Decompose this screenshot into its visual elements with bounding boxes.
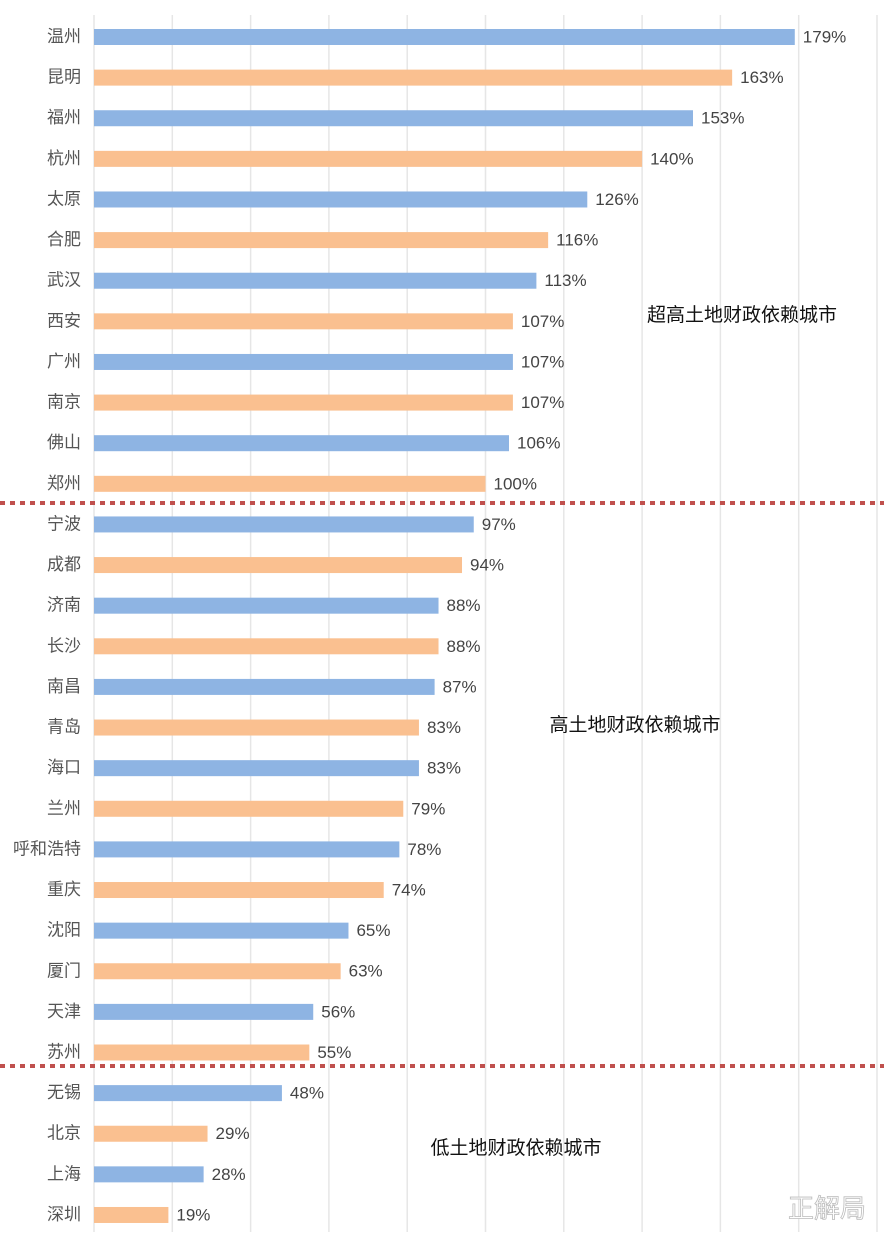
bar — [94, 191, 588, 208]
y-tick-label: 佛山 — [47, 433, 81, 453]
bar — [94, 597, 439, 614]
data-label: 19% — [176, 1205, 210, 1224]
data-label: 56% — [321, 1002, 355, 1021]
y-tick-label: 厦门 — [47, 961, 81, 981]
data-label: 107% — [521, 352, 564, 371]
data-label: 163% — [740, 68, 783, 87]
y-tick-label: 深圳 — [47, 1205, 81, 1225]
bars — [94, 29, 795, 1223]
data-label: 94% — [470, 556, 504, 575]
bar — [94, 1206, 169, 1223]
data-label: 83% — [427, 718, 461, 737]
bar — [94, 1044, 310, 1061]
annotation: 高土地财政依赖城市 — [549, 714, 720, 736]
bar — [94, 232, 549, 249]
data-label: 29% — [216, 1124, 250, 1143]
y-tick-label: 无锡 — [47, 1083, 81, 1103]
data-label: 107% — [521, 393, 564, 412]
data-label: 179% — [803, 27, 846, 46]
y-tick-label: 海口 — [47, 758, 81, 778]
bar — [94, 1003, 314, 1020]
y-tick-label: 兰州 — [47, 799, 81, 819]
y-tick-label: 重庆 — [47, 880, 81, 900]
bar — [94, 272, 537, 289]
y-tick-label: 福州 — [47, 108, 81, 128]
y-tick-label: 天津 — [47, 1002, 81, 1022]
data-label: 63% — [349, 962, 383, 981]
y-tick-label: 沈阳 — [47, 921, 81, 941]
data-label: 153% — [701, 109, 744, 128]
bar — [94, 963, 341, 980]
y-tick-label: 长沙 — [47, 636, 81, 656]
bar — [94, 110, 693, 127]
data-label: 48% — [290, 1084, 324, 1103]
y-tick-label: 郑州 — [47, 474, 81, 494]
data-label: 79% — [411, 799, 445, 818]
data-label: 107% — [521, 312, 564, 331]
y-tick-label: 西安 — [47, 311, 81, 331]
bar — [94, 516, 474, 533]
data-label: 87% — [443, 677, 477, 696]
bar — [94, 841, 400, 858]
bar — [94, 638, 439, 655]
y-tick-label: 成都 — [47, 555, 81, 575]
bar — [94, 353, 513, 370]
bar — [94, 313, 513, 330]
grid — [93, 15, 878, 1232]
bar — [94, 800, 404, 817]
annotation: 低土地财政依赖城市 — [430, 1137, 601, 1159]
bar — [94, 1166, 204, 1183]
watermark: 正解局 — [788, 1195, 866, 1225]
y-tick-label: 杭州 — [47, 149, 81, 169]
y-tick-label: 呼和浩特 — [13, 839, 81, 859]
bar — [94, 557, 463, 574]
y-tick-label: 合肥 — [47, 230, 81, 250]
data-label: 140% — [650, 149, 693, 168]
bar — [94, 394, 513, 411]
y-tick-label: 太原 — [47, 189, 81, 209]
bar — [94, 475, 486, 492]
y-tick-label: 北京 — [47, 1124, 81, 1144]
data-label: 100% — [494, 474, 537, 493]
y-tick-label: 济南 — [47, 596, 81, 616]
data-label: 88% — [447, 637, 481, 656]
bar — [94, 760, 419, 777]
y-tick-label: 温州 — [47, 27, 81, 47]
data-label: 78% — [407, 840, 441, 859]
bar — [94, 719, 419, 736]
y-tick-label: 宁波 — [47, 514, 81, 534]
data-label: 106% — [517, 434, 560, 453]
annotation: 超高土地财政依赖城市 — [647, 304, 837, 326]
y-tick-label: 广州 — [47, 352, 81, 372]
bar — [94, 1085, 282, 1102]
data-label: 74% — [392, 881, 426, 900]
data-label: 83% — [427, 759, 461, 778]
bar — [94, 69, 733, 86]
data-label: 126% — [595, 190, 638, 209]
data-label: 65% — [356, 921, 390, 940]
data-label: 28% — [212, 1165, 246, 1184]
bar — [94, 29, 795, 45]
y-tick-label: 青岛 — [47, 718, 81, 738]
bar — [94, 882, 384, 899]
y-tick-label: 武汉 — [47, 271, 81, 291]
data-label: 116% — [556, 231, 598, 250]
data-label: 97% — [482, 515, 516, 534]
bar — [94, 435, 509, 452]
y-tick-label: 上海 — [47, 1164, 81, 1184]
bar — [94, 1125, 208, 1142]
y-tick-label: 苏州 — [47, 1043, 81, 1063]
y-tick-label: 南昌 — [47, 677, 81, 697]
y-tick-label: 昆明 — [47, 68, 81, 88]
data-label: 88% — [447, 596, 481, 615]
data-label: 113% — [544, 271, 586, 290]
bar — [94, 922, 349, 939]
data-label: 55% — [317, 1043, 351, 1062]
y-tick-label: 南京 — [47, 393, 81, 413]
bar — [94, 678, 435, 695]
bar — [94, 150, 643, 167]
